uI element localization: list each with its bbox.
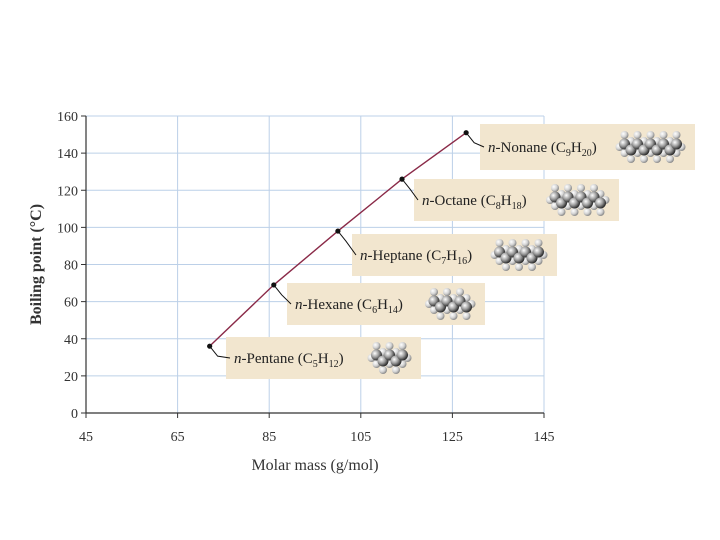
compound-annotation: n-Heptane (C7H16): [337, 230, 557, 276]
x-tick-label: 85: [262, 430, 276, 445]
compound-annotation: n-Octane (C8H18): [401, 178, 619, 221]
compound-label: n-Nonane (C9H20): [488, 140, 597, 159]
y-tick-label: 60: [64, 296, 78, 311]
compound-label: n-Pentane (C5H12): [234, 351, 344, 370]
y-axis-label: Boiling point (°C): [28, 204, 45, 325]
y-tick-label: 160: [57, 110, 78, 125]
x-tick-label: 45: [79, 430, 93, 445]
x-tick-label: 105: [350, 430, 371, 445]
compound-annotation: n-Pentane (C5H12): [209, 337, 421, 379]
leader-line: [273, 284, 292, 305]
x-tick-label: 65: [171, 430, 185, 445]
x-tick-label: 125: [442, 430, 463, 445]
y-tick-label: 20: [64, 370, 78, 385]
molecule-model-icon: [615, 131, 686, 163]
molecule-model-icon: [367, 342, 412, 374]
leader-line: [209, 345, 231, 359]
compound-label: n-Octane (C8H18): [422, 193, 527, 212]
leader-line: [465, 132, 485, 148]
axes: [81, 115, 545, 418]
y-tick-label: 0: [71, 407, 78, 422]
y-tick-label: 40: [64, 333, 78, 348]
compound-annotation: n-Hexane (C6H14): [273, 283, 485, 325]
y-tick-label: 100: [57, 221, 78, 236]
annotations: n-Pentane (C5H12) n-Hexane (C6H14) n-Hepta…: [209, 124, 695, 379]
compound-annotation: n-Nonane (C9H20): [465, 124, 695, 170]
y-tick-label: 140: [57, 147, 78, 162]
tick-labels: 0 20 40 60 80 100 120 140 160 45 65 85 105 125 145: [57, 110, 555, 445]
leader-line: [401, 178, 419, 201]
compound-label: n-Heptane (C7H16): [360, 248, 472, 267]
compound-label: n-Hexane (C6H14): [295, 297, 403, 316]
x-tick-label: 145: [534, 430, 555, 445]
leader-line: [337, 230, 357, 256]
molecule-model-icon: [546, 184, 610, 216]
x-axis-label: Molar mass (g/mol): [251, 457, 378, 474]
y-tick-label: 120: [57, 184, 78, 199]
molecule-model-icon: [425, 288, 476, 320]
molecule-model-icon: [490, 239, 548, 271]
y-tick-label: 80: [64, 259, 78, 274]
